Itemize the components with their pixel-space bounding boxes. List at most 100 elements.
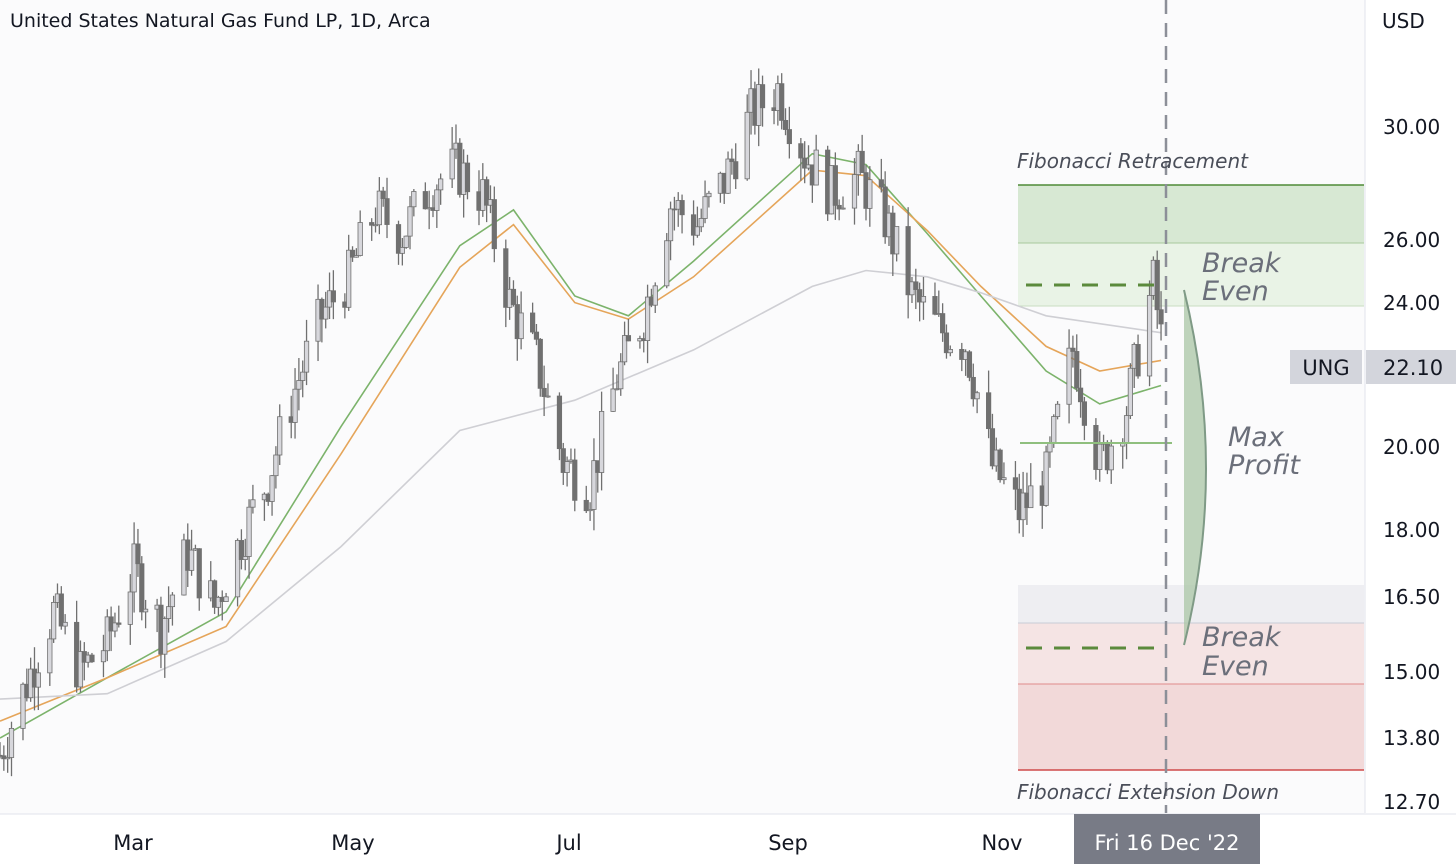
candle[interactable] [112,612,118,638]
candle[interactable] [1066,329,1072,424]
candle[interactable] [438,173,444,205]
candle[interactable] [395,220,402,265]
candle[interactable] [47,629,53,686]
candle[interactable] [518,291,524,350]
candle[interactable] [223,592,229,602]
candle[interactable] [139,556,145,621]
candle[interactable] [664,233,670,289]
candle[interactable] [614,374,620,391]
candle[interactable] [882,171,888,244]
candle[interactable] [399,237,405,266]
candle[interactable] [464,154,471,200]
candle[interactable] [1070,335,1076,368]
candle[interactable] [851,158,858,225]
candle[interactable] [1001,462,1007,485]
candle[interactable] [296,358,302,411]
candle[interactable] [100,634,107,678]
candle[interactable] [610,367,616,412]
candle[interactable] [384,177,390,239]
candle[interactable] [587,502,593,521]
candle[interactable] [832,152,838,220]
candle[interactable] [369,218,375,241]
candle[interactable] [533,323,540,346]
candle[interactable] [698,208,704,233]
candle[interactable] [510,280,517,307]
candle[interactable] [5,737,11,773]
candle[interactable] [541,365,547,417]
candle[interactable] [618,353,624,396]
candle[interactable] [813,134,819,186]
candle[interactable] [679,194,685,234]
candle[interactable] [598,391,605,491]
candle[interactable] [62,614,68,635]
date-cursor-badge[interactable]: Fri 16 Dec '22 [1074,814,1260,864]
candle[interactable] [560,442,566,485]
candle[interactable] [625,319,632,342]
candle[interactable] [947,345,953,357]
candle[interactable] [913,268,919,310]
candle[interactable] [403,235,409,249]
candle[interactable] [196,548,202,611]
candle[interactable] [556,392,563,461]
candle[interactable] [917,282,923,322]
candle[interactable] [867,166,873,227]
candle[interactable] [169,592,176,626]
candle[interactable] [1028,463,1034,509]
candle[interactable] [970,363,976,407]
candle[interactable] [58,586,64,630]
candle[interactable] [250,484,256,514]
candle[interactable] [238,529,245,570]
candle[interactable] [407,196,413,250]
candle[interactable] [840,196,846,210]
candle[interactable] [20,682,26,741]
candle[interactable] [1097,431,1103,482]
candle[interactable] [644,284,651,364]
candlesticks[interactable] [0,68,1164,777]
candle[interactable] [8,721,15,777]
candle[interactable] [242,538,248,571]
candle[interactable] [932,282,938,316]
candle[interactable] [484,176,490,223]
candle[interactable] [782,108,789,136]
candle[interactable] [411,189,417,217]
candle[interactable] [1127,363,1133,420]
candle[interactable] [667,201,674,261]
candle[interactable] [989,413,996,470]
candle[interactable] [702,180,708,224]
candle[interactable] [564,456,570,487]
candle[interactable] [116,605,122,628]
candle[interactable] [779,73,785,130]
candle[interactable] [434,184,440,228]
candle[interactable] [292,368,298,439]
candle[interactable] [637,335,643,349]
candle[interactable] [652,282,658,313]
candle[interactable] [1135,334,1141,379]
candle[interactable] [894,226,900,262]
candle[interactable] [89,652,95,663]
candle[interactable] [277,404,283,466]
candle[interactable] [269,474,275,516]
candle[interactable] [300,360,306,398]
candle[interactable] [273,446,279,489]
candle[interactable] [330,270,336,320]
candle[interactable] [974,390,980,414]
candle[interactable] [51,595,57,643]
candle[interactable] [349,246,356,262]
candle[interactable] [759,75,766,127]
candle[interactable] [376,177,382,235]
candle[interactable] [920,276,927,320]
candle[interactable] [211,579,218,614]
candle[interactable] [162,616,168,678]
candle[interactable] [943,324,950,359]
symbol-badge[interactable]: UNG 22.10 [1290,350,1456,384]
candle[interactable] [940,303,946,342]
candle[interactable] [786,106,792,159]
candle[interactable] [1043,445,1049,507]
candle[interactable] [77,640,84,693]
candle[interactable] [1154,250,1160,329]
candle[interactable] [346,234,352,311]
candle[interactable] [1054,401,1061,420]
candle[interactable] [353,248,359,258]
candle[interactable] [449,127,455,188]
